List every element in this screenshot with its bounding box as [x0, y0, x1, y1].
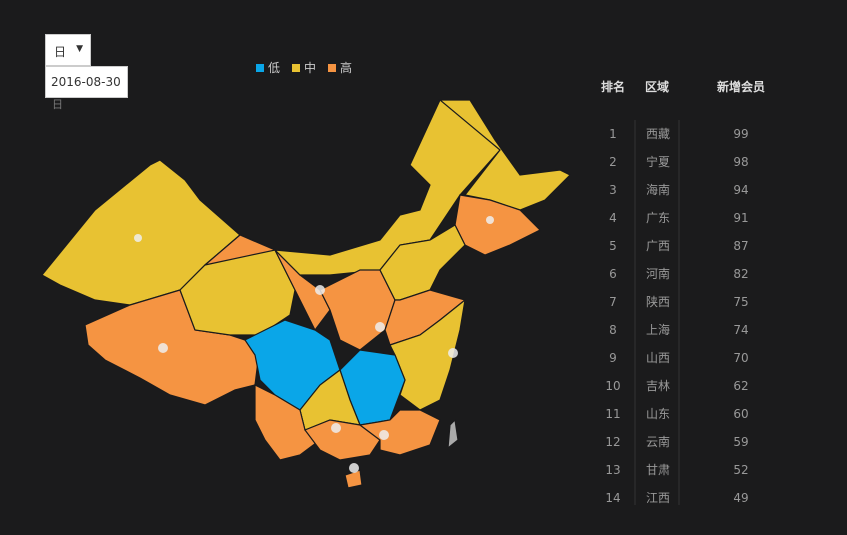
legend: 低中高	[256, 59, 352, 76]
table-cell: 12	[605, 435, 620, 449]
table-cell: 14	[605, 491, 620, 505]
table-cell: 广西	[646, 239, 670, 253]
table-cell: 6	[609, 267, 617, 281]
legend-label: 低	[268, 61, 281, 75]
table-cell: 99	[733, 127, 748, 141]
legend-label: 高	[340, 61, 353, 75]
table-cell: 4	[609, 211, 617, 225]
table-cell: 云南	[646, 434, 670, 449]
table-cell: 75	[733, 295, 748, 309]
table-cell: 海南	[646, 182, 670, 197]
period-value: 日	[54, 45, 67, 59]
table-cell: 62	[733, 379, 748, 393]
period-select[interactable]: 日 ▼	[45, 34, 91, 66]
table-cell: 70	[733, 351, 748, 365]
table-cell: 13	[605, 463, 620, 477]
table-cell: 91	[733, 211, 748, 225]
region[interactable]	[447, 418, 459, 450]
region[interactable]	[358, 409, 441, 456]
table-cell: 8	[609, 323, 617, 337]
pins	[134, 216, 494, 473]
column-header: 区域	[645, 79, 669, 94]
legend-item[interactable]: 高	[328, 59, 352, 76]
table-cell: 9	[609, 351, 617, 365]
legend-item[interactable]: 低	[256, 59, 280, 76]
table-cell: 3	[609, 183, 617, 197]
table-cell: 陕西	[646, 294, 670, 309]
table-cell: 52	[733, 463, 748, 477]
legend-label: 中	[304, 61, 317, 75]
date-input[interactable]: 2016-08-30	[45, 66, 128, 98]
legend-swatch	[328, 63, 337, 72]
table-cell: 上海	[646, 322, 670, 337]
region[interactable]	[254, 384, 322, 461]
column-header: 排名	[601, 79, 625, 94]
table-cell: 82	[733, 267, 748, 281]
legend-swatch	[256, 63, 264, 72]
table-cell: 7	[609, 295, 617, 309]
table-cell: 98	[733, 155, 748, 169]
table-cell: 广东	[646, 211, 670, 225]
table-cell: 94	[733, 183, 748, 197]
table-cell: 西藏	[646, 127, 670, 141]
table-cell: 87	[733, 239, 748, 253]
table-cell: 1	[609, 127, 617, 141]
legend-item[interactable]: 中	[292, 59, 316, 76]
region[interactable]	[319, 269, 396, 351]
table-cell: 5	[609, 239, 617, 253]
table-cell: 吉林	[646, 379, 670, 393]
dropdown-arrow: ▼	[76, 44, 83, 54]
table-cell: 74	[733, 323, 748, 337]
region[interactable]	[438, 99, 572, 211]
table-cell: 甘肃	[646, 463, 670, 477]
table-cell: 山西	[646, 351, 670, 365]
column-header: 新增会员	[717, 79, 765, 94]
table-cell: 河南	[646, 266, 670, 281]
table-cell: 59	[733, 435, 748, 449]
table-cell: 10	[605, 379, 620, 393]
table-cell: 宁夏	[646, 154, 670, 169]
table-cell: 2	[609, 155, 617, 169]
legend-swatch	[292, 63, 301, 72]
region[interactable]	[304, 419, 381, 461]
period-hint: 日	[52, 98, 63, 111]
table-cell: 60	[733, 407, 748, 421]
table-cell: 49	[733, 491, 748, 505]
table-cell: 江西	[646, 491, 670, 505]
region[interactable]	[273, 99, 501, 276]
table-cell: 山东	[646, 407, 670, 421]
table-cell: 11	[605, 407, 620, 421]
